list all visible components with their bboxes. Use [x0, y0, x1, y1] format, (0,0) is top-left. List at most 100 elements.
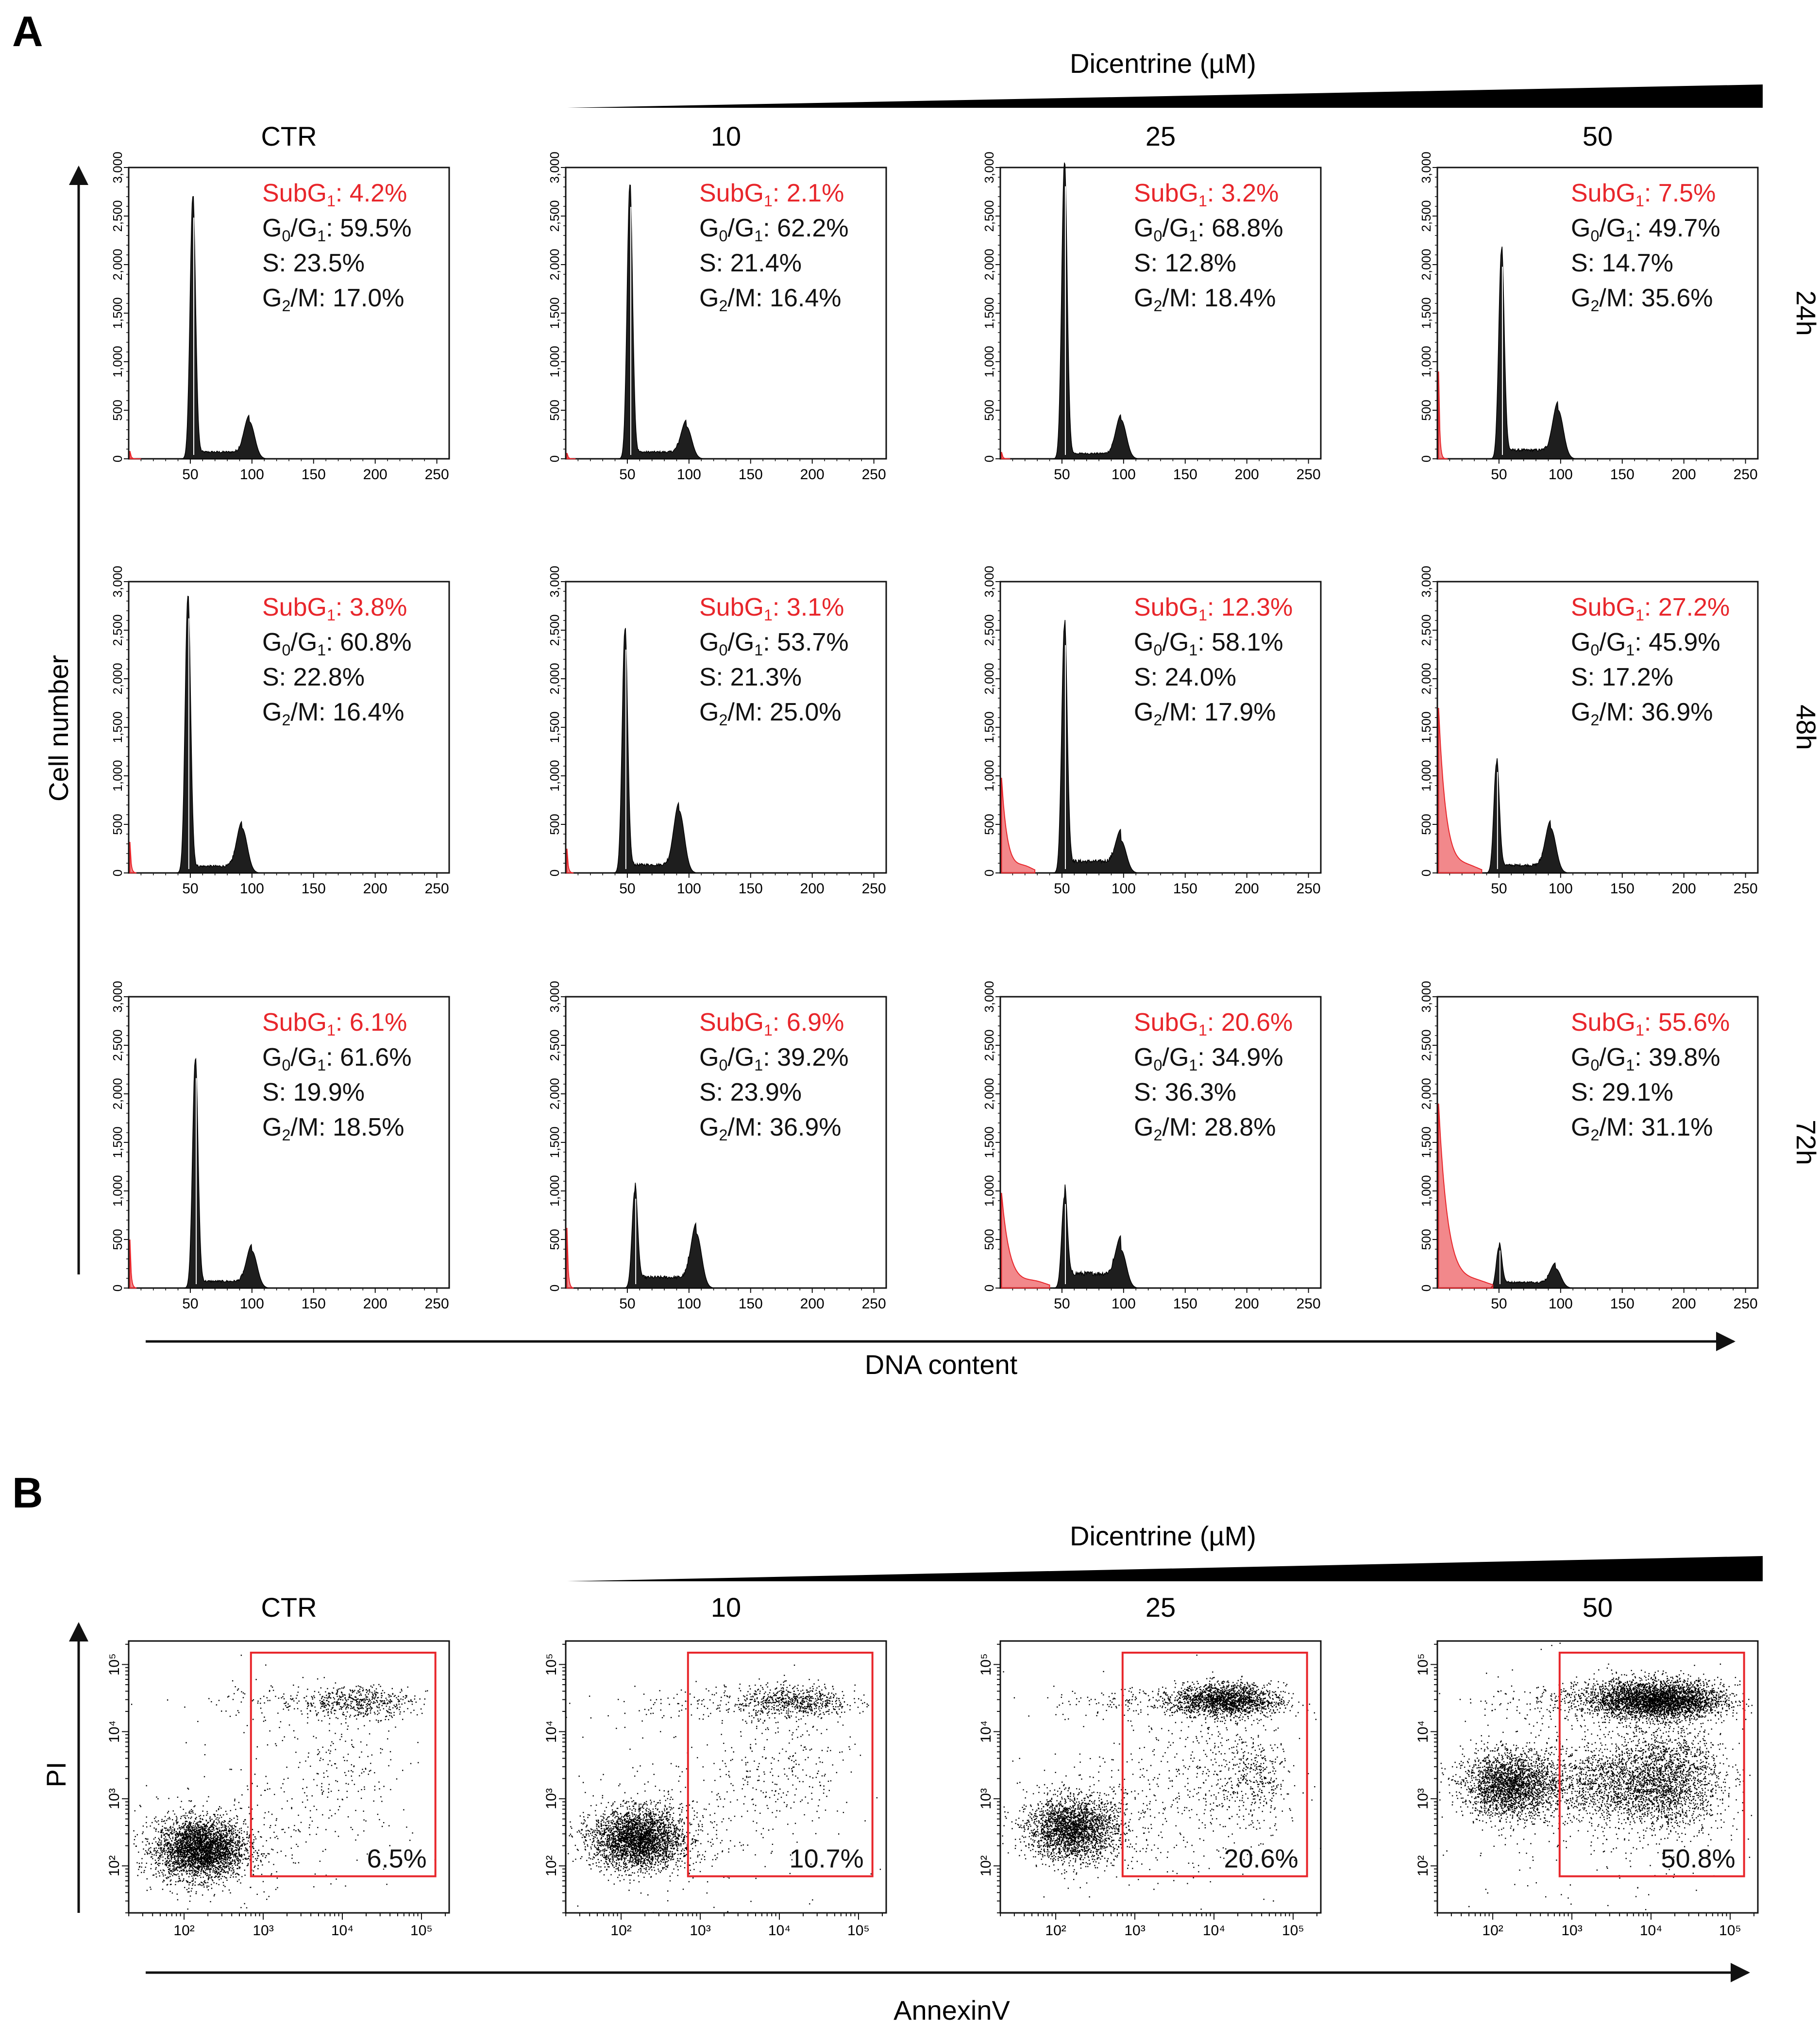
histogram-panel: 0 500 1,000 1,500 2,000 2,500 3,000 50 100 150 200…	[1419, 981, 1759, 1312]
y-tick-label: 2,500	[1419, 614, 1433, 646]
x-tick-label: 10⁴	[1640, 1923, 1662, 1939]
g2m-label: G2/M: 16.4%	[699, 284, 842, 315]
x-tick-label: 50	[182, 467, 198, 483]
y-tick-label: 1,000	[547, 760, 562, 791]
s-phase-label: S: 22.8%	[262, 663, 365, 691]
y-tick-label: 1,000	[1419, 760, 1433, 791]
g0g1-label: G0/G1: 59.5%	[262, 214, 412, 245]
x-tick-label: 150	[1610, 1296, 1635, 1312]
histogram-panel: 0 500 1,000 1,500 2,000 2,500 3,000 50 100 150 200…	[110, 981, 450, 1312]
y-axis-label-a: Cell number	[43, 655, 74, 802]
g2m-label: G2/M: 17.0%	[262, 284, 404, 315]
y-tick-label: 10⁵	[1415, 1653, 1431, 1675]
histogram-cell-cycle	[1488, 1242, 1572, 1289]
g2m-label: G2/M: 25.0%	[699, 698, 842, 729]
histogram-cell-cycle	[181, 196, 266, 459]
x-tick-label: 150	[1173, 1296, 1197, 1312]
x-tick-label: 50	[1491, 467, 1507, 483]
y-tick-label: 1,500	[110, 297, 125, 329]
s-phase-label: S: 19.9%	[262, 1078, 365, 1106]
y-tick-label: 1,500	[1419, 1126, 1433, 1158]
y-tick-label: 3,000	[547, 151, 562, 183]
y-tick-label: 1,000	[1419, 1175, 1433, 1206]
y-tick-label: 10²	[1415, 1856, 1431, 1876]
histogram-cell-cycle	[1053, 1184, 1138, 1289]
y-tick-label: 0	[1419, 870, 1433, 876]
x-tick-label: 200	[1235, 467, 1259, 483]
subg1-region	[129, 451, 141, 459]
y-tick-label: 500	[110, 400, 125, 420]
y-tick-label: 0	[1419, 455, 1433, 462]
y-tick-label: 3,000	[110, 981, 125, 1012]
g0g1-label: G0/G1: 60.8%	[262, 628, 412, 659]
x-tick-label: 150	[302, 467, 326, 483]
y-tick-label: 2,500	[110, 200, 125, 232]
x-tick-label: 250	[425, 467, 449, 483]
x-tick-label: 150	[1610, 881, 1635, 897]
subg1-label: SubG1: 3.8%	[262, 593, 407, 624]
x-tick-label: 10²	[1482, 1923, 1503, 1939]
plot-frame	[999, 1640, 1322, 1914]
subg1-region	[566, 452, 576, 459]
y-tick-label: 10⁵	[106, 1653, 122, 1675]
histogram-panel: 0 500 1,000 1,500 2,000 2,500 3,000 50 100 150 200…	[547, 981, 887, 1312]
panel-label-b: B	[12, 1469, 43, 1517]
g0g1-label: G0/G1: 49.7%	[1571, 214, 1720, 245]
y-tick-label: 2,500	[547, 614, 562, 646]
y-tick-label: 1,000	[110, 1175, 125, 1206]
x-tick-label: 100	[240, 467, 264, 483]
y-tick-label: 2,000	[982, 1078, 996, 1109]
x-tick-label: 10²	[610, 1923, 631, 1939]
y-tick-label: 10²	[106, 1856, 122, 1876]
x-tick-label: 150	[1610, 467, 1635, 483]
scatter-panel: 10² 10³ 10⁴ 10⁵ 10² 10³ 10⁴ 10⁵ 6.5%	[106, 1640, 450, 1939]
histogram-cell-cycle	[618, 184, 703, 459]
y-tick-label: 10⁵	[543, 1653, 559, 1675]
x-tick-label: 200	[800, 881, 825, 897]
histogram-panel: 0 500 1,000 1,500 2,000 2,500 3,000 50 100 150 200…	[982, 151, 1322, 483]
histogram-panel: 0 500 1,000 1,500 2,000 2,500 3,000 50 100 150 200…	[547, 566, 887, 897]
subg1-region	[129, 1239, 137, 1289]
s-phase-label: S: 24.0%	[1134, 663, 1236, 691]
y-tick-label: 500	[1419, 400, 1433, 420]
y-tick-label: 2,000	[982, 249, 996, 280]
histogram-panel: 0 500 1,000 1,500 2,000 2,500 3,000 50 100 150 200…	[982, 981, 1322, 1312]
column-header-a: CTR	[261, 121, 317, 151]
apoptosis-gate	[1121, 1652, 1308, 1877]
x-tick-label: 250	[1297, 1296, 1321, 1312]
subg1-region	[566, 1227, 574, 1289]
x-tick-label: 10²	[173, 1923, 194, 1939]
g0g1-label: G0/G1: 53.7%	[699, 628, 849, 659]
apoptosis-gate	[687, 1652, 874, 1877]
dose-wedge-a	[567, 84, 1763, 108]
x-tick-label: 10²	[1045, 1923, 1066, 1939]
y-tick-label: 500	[982, 1229, 996, 1250]
y-tick-label: 0	[982, 455, 996, 462]
x-tick-label: 250	[1734, 1296, 1758, 1312]
row-label: 72h	[1791, 1120, 1820, 1165]
subg1-label: SubG1: 3.1%	[699, 593, 844, 624]
y-tick-label: 2,000	[1419, 663, 1433, 694]
g0g1-label: G0/G1: 68.8%	[1134, 214, 1283, 245]
y-tick-label: 10³	[1415, 1788, 1431, 1809]
x-tick-label: 10³	[253, 1923, 273, 1939]
s-phase-label: S: 29.1%	[1571, 1078, 1673, 1106]
y-tick-label: 10⁵	[978, 1653, 994, 1675]
y-tick-label: 10³	[978, 1788, 994, 1809]
x-tick-label: 100	[677, 467, 701, 483]
x-tick-label: 200	[1235, 1296, 1259, 1312]
x-tick-label: 50	[1054, 467, 1070, 483]
x-axis-label-a: DNA content	[865, 1349, 1018, 1380]
y-axis-label-b: PI	[41, 1762, 71, 1788]
x-tick-label: 250	[1297, 467, 1321, 483]
y-tick-label: 2,000	[1419, 1078, 1433, 1109]
x-tick-label: 10⁵	[410, 1923, 433, 1939]
y-tick-label: 2,500	[110, 1029, 125, 1061]
histogram-cell-cycle	[1489, 246, 1575, 459]
x-tick-label: 200	[1672, 881, 1696, 897]
column-header-a: 50	[1583, 121, 1613, 151]
x-tick-label: 250	[425, 881, 449, 897]
y-tick-label: 3,000	[547, 981, 562, 1012]
y-tick-label: 2,000	[547, 249, 562, 280]
